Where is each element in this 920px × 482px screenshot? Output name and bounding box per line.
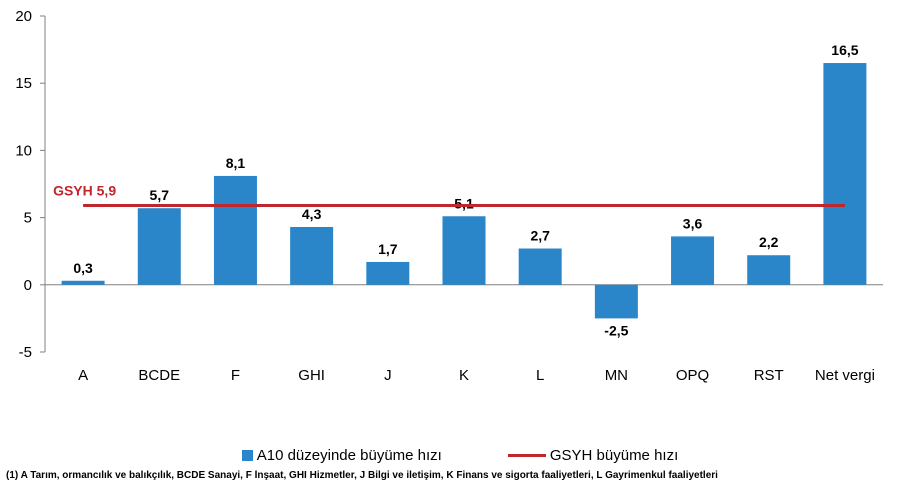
data-label: 4,3 [302,206,322,222]
x-tick-label: Net vergi [815,367,875,384]
data-label: 1,7 [378,241,398,257]
data-label: 16,5 [831,42,858,58]
bar [671,236,715,285]
bar [594,284,638,319]
data-label: -2,5 [604,322,628,338]
bar [518,248,562,285]
x-tick-label: F [231,367,240,384]
x-tick-label: K [459,367,469,384]
data-label: 0,3 [73,260,93,276]
legend-line-swatch [507,453,546,457]
legend-bar-label: A10 düzeyinde büyüme hızı [256,446,442,464]
footnote: (1) A Tarım, ormancılık ve balıkçılık, B… [6,470,718,481]
x-tick-label: BCDE [138,367,180,384]
y-tick-label: 0 [24,277,32,294]
x-tick-label: MN [605,367,628,384]
data-label: 2,7 [530,228,550,244]
y-tick-label: -5 [19,344,32,361]
data-label: 5,1 [454,195,474,211]
x-tick-label: GHI [298,367,325,384]
data-label: 2,2 [759,234,779,250]
bar [366,261,410,285]
y-tick-label: 5 [24,210,32,227]
bar [747,255,791,285]
bar [290,227,334,285]
y-tick-label: 15 [15,75,32,92]
x-tick-label: L [536,367,544,384]
data-label: 3,6 [683,215,703,231]
bar [823,63,867,285]
bar [442,216,486,285]
legend: A10 düzeyinde büyüme hızı GSYH büyüme hı… [0,444,920,466]
bar [61,280,105,285]
gsyh-reference-label: GSYH 5,9 [53,183,116,199]
data-label: 5,7 [150,187,170,203]
x-tick-label: J [384,367,392,384]
y-tick-label: 10 [15,142,32,159]
x-tick-label: RST [754,367,784,384]
legend-item-line: GSYH büyüme hızı [507,446,679,464]
legend-line-label: GSYH büyüme hızı [549,446,679,464]
legend-bar-swatch [241,449,253,461]
bar [137,208,181,285]
y-tick-label: 20 [15,8,32,25]
legend-item-bar: A10 düzeyinde büyüme hızı [241,446,442,464]
data-label: 8,1 [226,155,246,171]
x-tick-label: OPQ [676,367,709,384]
bar [213,175,257,285]
growth-bar-chart: -5 0 5 10 15 20 0,3 A 5,7 BCDE 8,1 F 4,3 GHI 1,7 J 5,1 K 2… [15,8,883,384]
x-tick-label: A [78,367,88,384]
